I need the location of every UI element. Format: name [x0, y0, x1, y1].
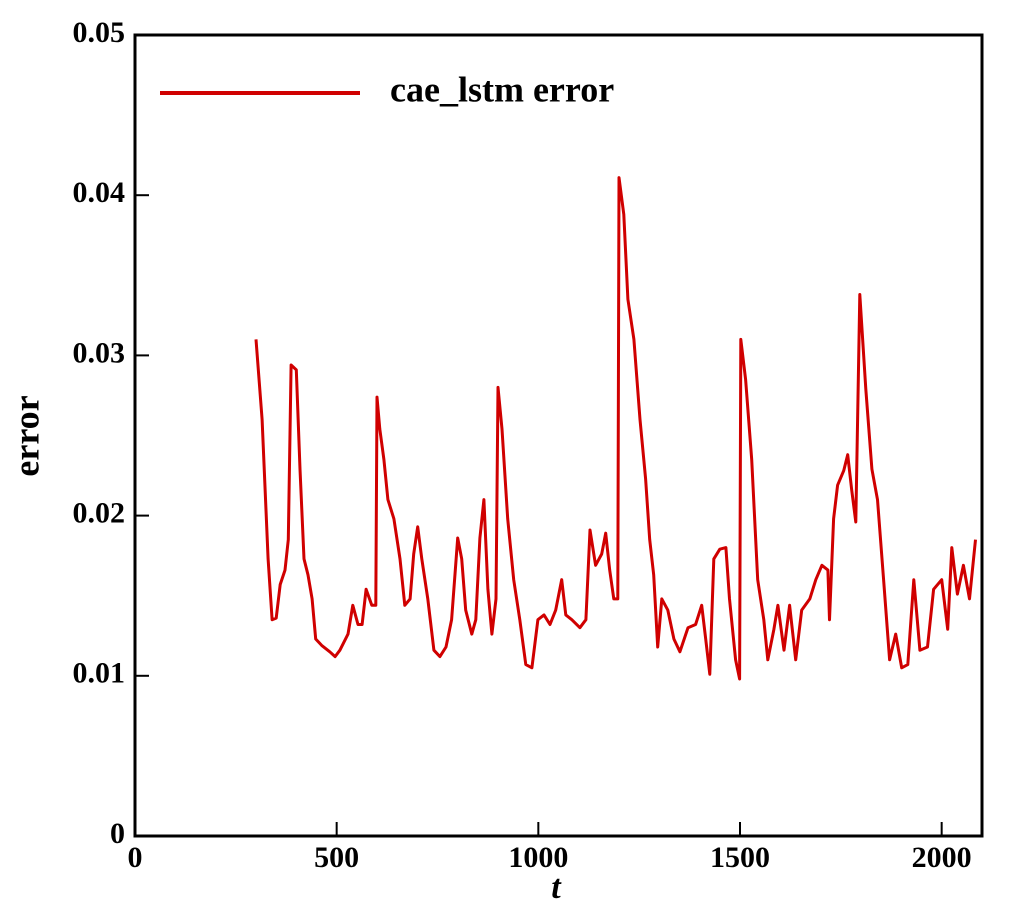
y-tick-label: 0.02	[73, 496, 126, 529]
legend-label: cae_lstm error	[390, 69, 614, 109]
x-axis-label: t	[551, 869, 562, 906]
y-tick-label: 0.05	[73, 16, 126, 49]
x-tick-label: 0	[128, 841, 143, 874]
y-tick-label: 0.01	[73, 657, 126, 690]
y-tick-label: 0	[110, 817, 125, 850]
plot-frame	[133, 33, 984, 838]
x-tick-label: 1000	[508, 841, 568, 874]
x-tick-label: 500	[314, 841, 359, 874]
y-tick-label: 0.03	[73, 336, 126, 369]
data-line	[254, 176, 977, 681]
y-axis-label: error	[6, 395, 46, 476]
y-tick-label: 0.04	[73, 176, 126, 209]
x-tick-label: 1500	[710, 841, 770, 874]
x-tick-label: 2000	[912, 841, 972, 874]
